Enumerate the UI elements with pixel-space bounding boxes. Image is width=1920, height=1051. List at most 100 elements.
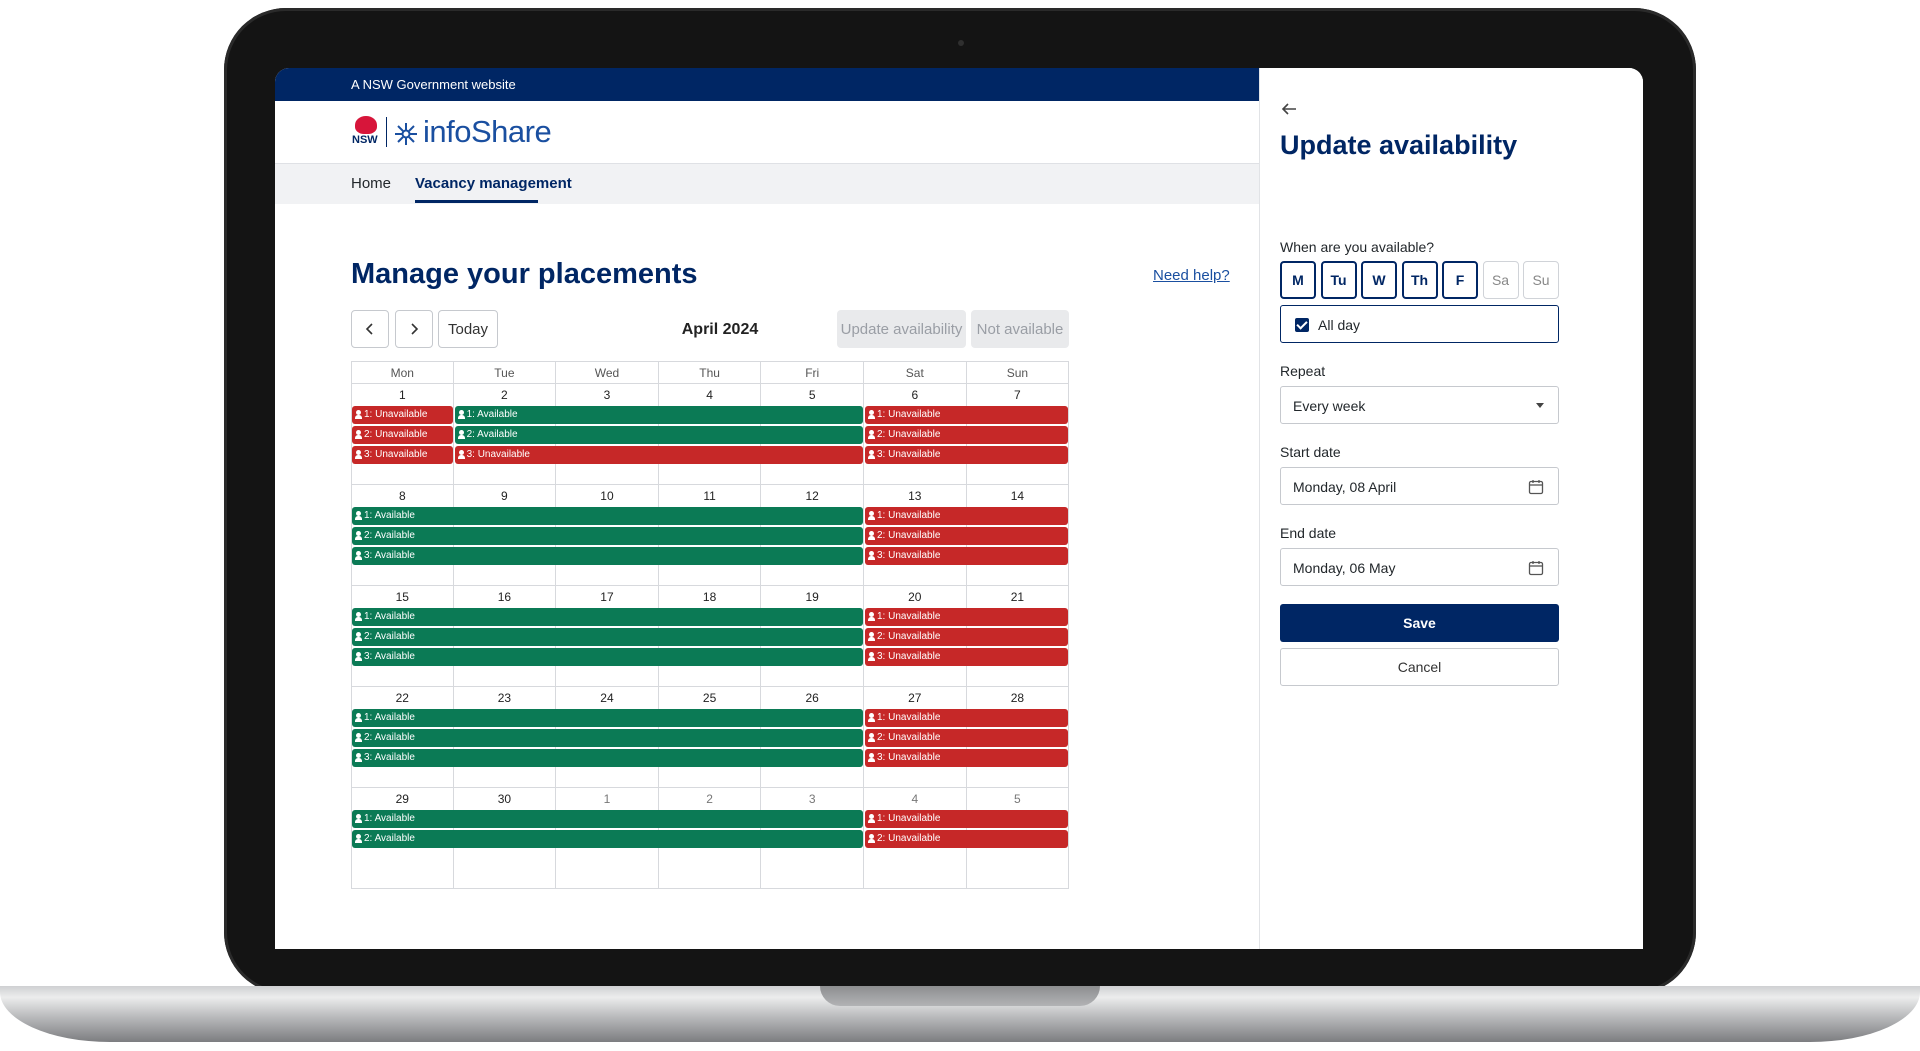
calendar-day-cell[interactable]: 7 (966, 384, 1070, 485)
calendar-day-cell[interactable]: 19 (761, 586, 864, 687)
available-bar[interactable]: 1: Available (454, 406, 863, 424)
unavailable-bar[interactable]: 3: Unavailable (865, 547, 1069, 565)
available-bar[interactable]: 2: Available (352, 830, 863, 848)
unavailable-bar[interactable]: 2: Unavailable (865, 628, 1069, 646)
bar-label: 3: Available (364, 550, 415, 561)
calendar-day-cell[interactable]: 3 (761, 788, 864, 889)
bar-label: 3: Unavailable (364, 449, 428, 460)
bar-label: 3: Available (364, 752, 415, 763)
all-day-checkbox[interactable]: All day (1280, 305, 1559, 343)
next-month-button[interactable] (395, 310, 433, 348)
day-number: 22 (395, 691, 409, 705)
unavailable-bar[interactable]: 1: Unavailable (352, 406, 453, 424)
save-button[interactable]: Save (1280, 604, 1559, 642)
calendar-day-cell[interactable]: 21 (966, 586, 1070, 687)
bar-label: 3: Unavailable (877, 651, 941, 662)
day-number: 7 (1014, 388, 1021, 402)
month-calendar: Mon Tue Wed Thu Fri Sat Sun 1 2 3 4 5 6 7 1: Unavailab… (351, 361, 1070, 949)
day-toggle-w[interactable]: W (1361, 261, 1397, 299)
calendar-icon[interactable] (1528, 479, 1544, 495)
repeat-label: Repeat (1280, 363, 1326, 379)
start-date-value: Monday, 08 April (1293, 479, 1397, 495)
site-header: NSW infoShare (275, 101, 1259, 164)
calendar-day-cell[interactable]: 5 (761, 384, 864, 485)
calendar-day-cell[interactable]: 5 (966, 788, 1070, 889)
day-toggle-su[interactable]: Su (1523, 261, 1559, 299)
unavailable-bar[interactable]: 1: Unavailable (865, 406, 1069, 424)
unavailable-bar[interactable]: 2: Unavailable (352, 426, 453, 444)
day-toggle-tu[interactable]: Tu (1320, 261, 1357, 299)
nav-item-home[interactable]: Home (351, 175, 392, 192)
bar-label: 1: Available (364, 510, 415, 521)
unavailable-bar[interactable]: 3: Unavailable (865, 749, 1069, 767)
unavailable-bar[interactable]: 2: Unavailable (865, 729, 1069, 747)
end-date-field[interactable]: Monday, 06 May (1280, 548, 1559, 586)
repeat-value: Every week (1293, 398, 1366, 414)
day-number: 17 (600, 590, 614, 604)
day-toggle-f[interactable]: F (1442, 261, 1478, 299)
available-bar[interactable]: 2: Available (454, 426, 863, 444)
person-icon (868, 753, 875, 763)
unavailable-bar[interactable]: 2: Unavailable (865, 830, 1069, 848)
bar-label: 2: Available (364, 833, 415, 844)
end-date-label: End date (1280, 525, 1337, 541)
person-icon (868, 814, 875, 824)
bar-label: 2: Unavailable (877, 631, 941, 642)
person-icon (355, 430, 362, 440)
calendar-day-cell[interactable]: 1 (351, 384, 454, 485)
repeat-select[interactable]: Every week (1280, 386, 1559, 424)
day-number: 4 (911, 792, 919, 806)
calendar-day-cell[interactable]: 12 (761, 485, 864, 586)
government-banner: A NSW Government website (275, 68, 1259, 101)
need-help-link[interactable]: Need help? (1153, 267, 1230, 284)
back-arrow-icon[interactable] (1280, 100, 1298, 118)
nav-item-vacancy-management[interactable]: Vacancy management (415, 175, 572, 192)
unavailable-bar[interactable]: 3: Unavailable (865, 446, 1069, 464)
calendar-icon[interactable] (1528, 560, 1544, 576)
checkbox-checked-icon (1295, 318, 1309, 332)
brand-name[interactable]: infoShare (423, 114, 552, 149)
update-availability-button[interactable]: Update availability (837, 310, 966, 348)
calendar-day-cell[interactable]: 26 (761, 687, 864, 788)
unavailable-bar[interactable]: 2: Unavailable (865, 527, 1069, 545)
not-available-button[interactable]: Not available (971, 310, 1069, 348)
day-toggle-m[interactable]: M (1280, 261, 1316, 299)
end-date-value: Monday, 06 May (1293, 560, 1396, 576)
available-bar[interactable]: 3: Available (352, 547, 863, 565)
available-bar[interactable]: 1: Available (352, 709, 863, 727)
person-icon (355, 450, 362, 460)
unavailable-bar[interactable]: 3: Unavailable (865, 648, 1069, 666)
unavailable-bar[interactable]: 1: Unavailable (865, 709, 1069, 727)
calendar-day-cell[interactable]: 14 (966, 485, 1070, 586)
unavailable-bar[interactable]: 1: Unavailable (865, 507, 1069, 525)
person-icon (868, 430, 875, 440)
available-bar[interactable]: 1: Available (352, 810, 863, 828)
unavailable-bar[interactable]: 2: Unavailable (865, 426, 1069, 444)
nsw-logo[interactable]: NSW (351, 116, 381, 150)
start-date-field[interactable]: Monday, 08 April (1280, 467, 1559, 505)
unavailable-bar[interactable]: 3: Unavailable (352, 446, 453, 464)
available-bar[interactable]: 2: Available (352, 628, 863, 646)
today-button[interactable]: Today (438, 310, 498, 348)
bar-label: 1: Unavailable (877, 611, 941, 622)
bar-label: 1: Unavailable (364, 409, 428, 420)
available-bar[interactable]: 2: Available (352, 729, 863, 747)
calendar-day-cell[interactable]: 28 (966, 687, 1070, 788)
available-bar[interactable]: 3: Available (352, 749, 863, 767)
available-bar[interactable]: 2: Available (352, 527, 863, 545)
person-icon (868, 531, 875, 541)
previous-month-button[interactable] (351, 310, 389, 348)
update-availability-panel: Update availability When are you availab… (1259, 68, 1643, 949)
day-toggle-sa[interactable]: Sa (1482, 261, 1519, 299)
logo-divider (386, 117, 387, 147)
bar-label: 2: Unavailable (877, 429, 941, 440)
cancel-button[interactable]: Cancel (1280, 648, 1559, 686)
unavailable-bar[interactable]: 1: Unavailable (865, 608, 1069, 626)
bar-label: 2: Unavailable (877, 530, 941, 541)
available-bar[interactable]: 1: Available (352, 608, 863, 626)
available-bar[interactable]: 1: Available (352, 507, 863, 525)
unavailable-bar[interactable]: 3: Unavailable (454, 446, 863, 464)
available-bar[interactable]: 3: Available (352, 648, 863, 666)
unavailable-bar[interactable]: 1: Unavailable (865, 810, 1069, 828)
day-toggle-th[interactable]: Th (1401, 261, 1438, 299)
